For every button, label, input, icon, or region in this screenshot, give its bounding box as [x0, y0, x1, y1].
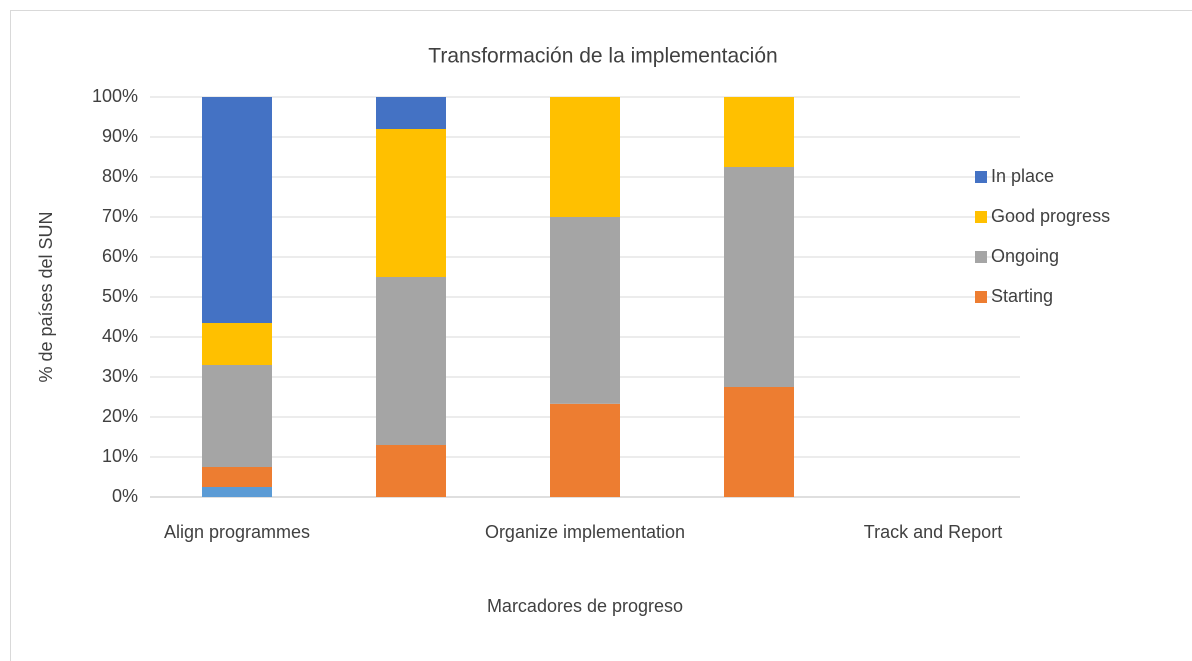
legend-label: Good progress: [991, 206, 1110, 226]
bar-segment: [376, 97, 446, 129]
bar-segment: [724, 167, 794, 387]
bar-segment: [724, 387, 794, 497]
bar-segment: [724, 97, 794, 167]
chart-title: Transformación de la implementación: [428, 45, 777, 68]
y-tick-label: 20%: [102, 406, 138, 426]
bar-segment: [202, 487, 272, 497]
y-tick-label: 0%: [112, 486, 138, 506]
y-tick-label: 100%: [92, 86, 138, 106]
legend-label: Starting: [991, 286, 1053, 306]
y-tick-label: 30%: [102, 366, 138, 386]
x-tick-label: Align programmes: [164, 522, 310, 542]
y-tick-label: 60%: [102, 246, 138, 266]
bar-segment: [376, 445, 446, 497]
bar-segment: [550, 403, 620, 497]
y-tick-label: 50%: [102, 286, 138, 306]
bar-segment: [202, 365, 272, 467]
legend-swatch: [975, 171, 987, 183]
legend-label: Ongoing: [991, 246, 1059, 266]
bar-segment: [202, 467, 272, 487]
x-axis-title: Marcadores de progreso: [487, 596, 683, 616]
legend-swatch: [975, 251, 987, 263]
x-tick-label: Track and Report: [864, 522, 1002, 542]
x-tick-label: Organize implementation: [485, 522, 685, 542]
bar-segment: [202, 97, 272, 323]
y-tick-label: 80%: [102, 166, 138, 186]
bar-segment: [376, 277, 446, 445]
legend-swatch: [975, 211, 987, 223]
y-tick-label: 70%: [102, 206, 138, 226]
y-tick-label: 90%: [102, 126, 138, 146]
legend-swatch: [975, 291, 987, 303]
legend-label: In place: [991, 166, 1054, 186]
bar-segment: [550, 97, 620, 217]
y-tick-label: 10%: [102, 446, 138, 466]
y-axis-title: % de países del SUN: [36, 211, 56, 382]
bar-segment: [550, 217, 620, 404]
y-tick-label: 40%: [102, 326, 138, 346]
bar-segment: [376, 129, 446, 277]
bar-segment: [202, 323, 272, 365]
